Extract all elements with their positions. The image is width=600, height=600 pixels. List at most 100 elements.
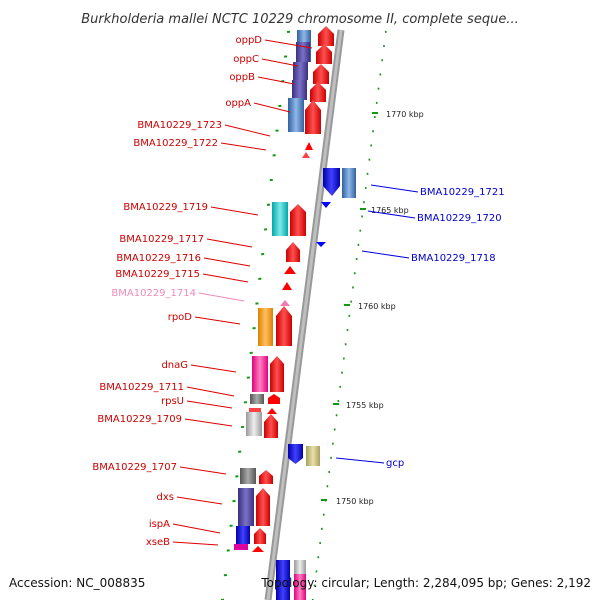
left-feature-labels: oppD oppC oppB oppA BMA10229_1723 BMA102…	[92, 35, 313, 548]
block-bma10229-1707	[240, 468, 256, 484]
leader-ispa	[172, 523, 221, 534]
arrow-dnag	[270, 356, 284, 392]
arrow-xseb	[252, 546, 264, 552]
block-bottom-c	[294, 574, 306, 600]
block-oppb-inner	[292, 80, 307, 100]
scale-tick-label: 1755 kbp	[346, 401, 384, 410]
label-bma10229-1718[interactable]: BMA10229_1718	[411, 253, 496, 264]
label-oppa[interactable]: oppA	[225, 98, 251, 109]
outer-tick-dots	[220, 30, 387, 600]
arrow-bma10229-1718	[316, 242, 326, 247]
leader-bma10229-1711	[186, 386, 235, 397]
arrow-bma10229-1709	[264, 414, 278, 438]
arrow-bma10229-1721	[323, 168, 340, 196]
block-rpod	[258, 308, 273, 346]
label-ispa[interactable]: ispA	[149, 519, 170, 530]
block-rpsu	[249, 408, 261, 412]
leader-xseb	[172, 541, 219, 546]
block-dnag	[252, 356, 268, 392]
leader-oppd	[264, 39, 313, 49]
block-oppd-purple	[296, 42, 310, 62]
leader-bma10229-1717	[206, 238, 253, 248]
block-oppa-inner	[288, 98, 304, 132]
arrow-oppa-top	[310, 82, 326, 102]
arrow-bma10229-1719	[290, 204, 306, 236]
leader-gcp	[335, 457, 385, 464]
right-feature-labels: BMA10229_1721 BMA10229_1720 BMA10229_171…	[335, 184, 505, 469]
leader-bma10229-1707	[179, 466, 227, 475]
label-bma10229-1716[interactable]: BMA10229_1716	[116, 253, 201, 264]
arrow-1723	[305, 142, 313, 150]
label-xseb[interactable]: xseB	[146, 537, 170, 548]
label-dnag[interactable]: dnaG	[161, 360, 188, 371]
arrow-rpsu	[267, 408, 277, 414]
arrow-dxs	[256, 488, 270, 526]
arrow-bma10229-1707	[259, 470, 273, 484]
label-bma10229-1709[interactable]: BMA10229_1709	[97, 414, 182, 425]
arrow-rpod	[276, 306, 292, 346]
leader-oppc	[261, 58, 299, 67]
label-rpod[interactable]: rpoD	[168, 312, 193, 323]
label-oppc[interactable]: oppC	[233, 54, 259, 65]
leader-bma10229-1723	[224, 124, 271, 137]
leader-bma10229-1718	[361, 250, 410, 259]
block-ispa	[236, 526, 250, 544]
leader-rpsu	[186, 400, 233, 409]
leader-rpod	[194, 316, 241, 325]
leader-bma10229-1719	[210, 206, 259, 216]
leader-bma10229-1716	[203, 257, 251, 267]
label-bma10229-1721[interactable]: BMA10229_1721	[420, 187, 505, 198]
label-gcp[interactable]: gcp	[386, 458, 404, 469]
arrow-oppd	[318, 26, 334, 46]
scale-tick-label: 1760 kbp	[358, 302, 396, 311]
map-title: Burkholderia mallei NCTC 10229 chromosom…	[81, 12, 518, 27]
label-bma10229-1722[interactable]: BMA10229_1722	[133, 138, 218, 149]
block-xseb	[234, 544, 248, 550]
leader-bma10229-1721	[370, 184, 419, 193]
label-bma10229-1707[interactable]: BMA10229_1707	[92, 462, 177, 473]
arrow-bma10229-1711	[268, 394, 280, 404]
label-rpsu[interactable]: rpsU	[161, 396, 184, 407]
label-bma10229-1723[interactable]: BMA10229_1723	[137, 120, 222, 131]
arrow-bma10229-1715	[282, 282, 292, 290]
arrow-oppc	[316, 44, 332, 64]
scale-tick-label: 1765 kbp	[371, 206, 409, 215]
accession-text: Accession: NC_008835	[9, 576, 145, 590]
leader-bma10229-1715	[202, 273, 249, 283]
arrow-gcp	[288, 444, 303, 464]
block-dxs	[238, 488, 254, 526]
leader-bma10229-1714	[198, 292, 245, 302]
block-bma10229-1721	[342, 168, 356, 198]
label-bma10229-1711[interactable]: BMA10229_1711	[99, 382, 184, 393]
arrow-1722	[302, 152, 310, 158]
leader-oppa	[253, 102, 291, 113]
arrow-oppb	[313, 64, 329, 84]
leader-bma10229-1722	[220, 142, 267, 151]
block-bottom-b	[294, 560, 306, 574]
scale-tick-label: 1770 kbp	[386, 110, 424, 119]
label-oppd[interactable]: oppD	[235, 35, 262, 46]
topology-text: Topology: circular; Length: 2,284,095 bp…	[260, 576, 591, 590]
scale-tick-label: 1750 kbp	[336, 497, 374, 506]
label-bma10229-1715[interactable]: BMA10229_1715	[115, 269, 200, 280]
label-bma10229-1719[interactable]: BMA10229_1719	[123, 202, 208, 213]
block-gcp	[306, 446, 320, 466]
block-bma10229-1719	[272, 202, 288, 236]
block-oppc-inner	[293, 62, 308, 80]
leader-dnag	[190, 364, 237, 373]
label-bma10229-1720[interactable]: BMA10229_1720	[417, 213, 502, 224]
label-oppb[interactable]: oppB	[229, 72, 255, 83]
arrow-bma10229-1720	[321, 202, 331, 208]
arrow-ispa	[254, 528, 266, 544]
leader-oppb	[257, 76, 295, 85]
leader-bma10229-1709	[184, 418, 233, 427]
leader-dxs	[176, 496, 223, 505]
label-dxs[interactable]: dxs	[157, 492, 174, 503]
label-bma10229-1714[interactable]: BMA10229_1714	[111, 288, 196, 299]
arrow-bma10229-1716	[284, 266, 296, 274]
block-bma10229-1709	[246, 412, 262, 436]
block-bottom-a	[276, 560, 290, 600]
label-bma10229-1717[interactable]: BMA10229_1717	[119, 234, 204, 245]
